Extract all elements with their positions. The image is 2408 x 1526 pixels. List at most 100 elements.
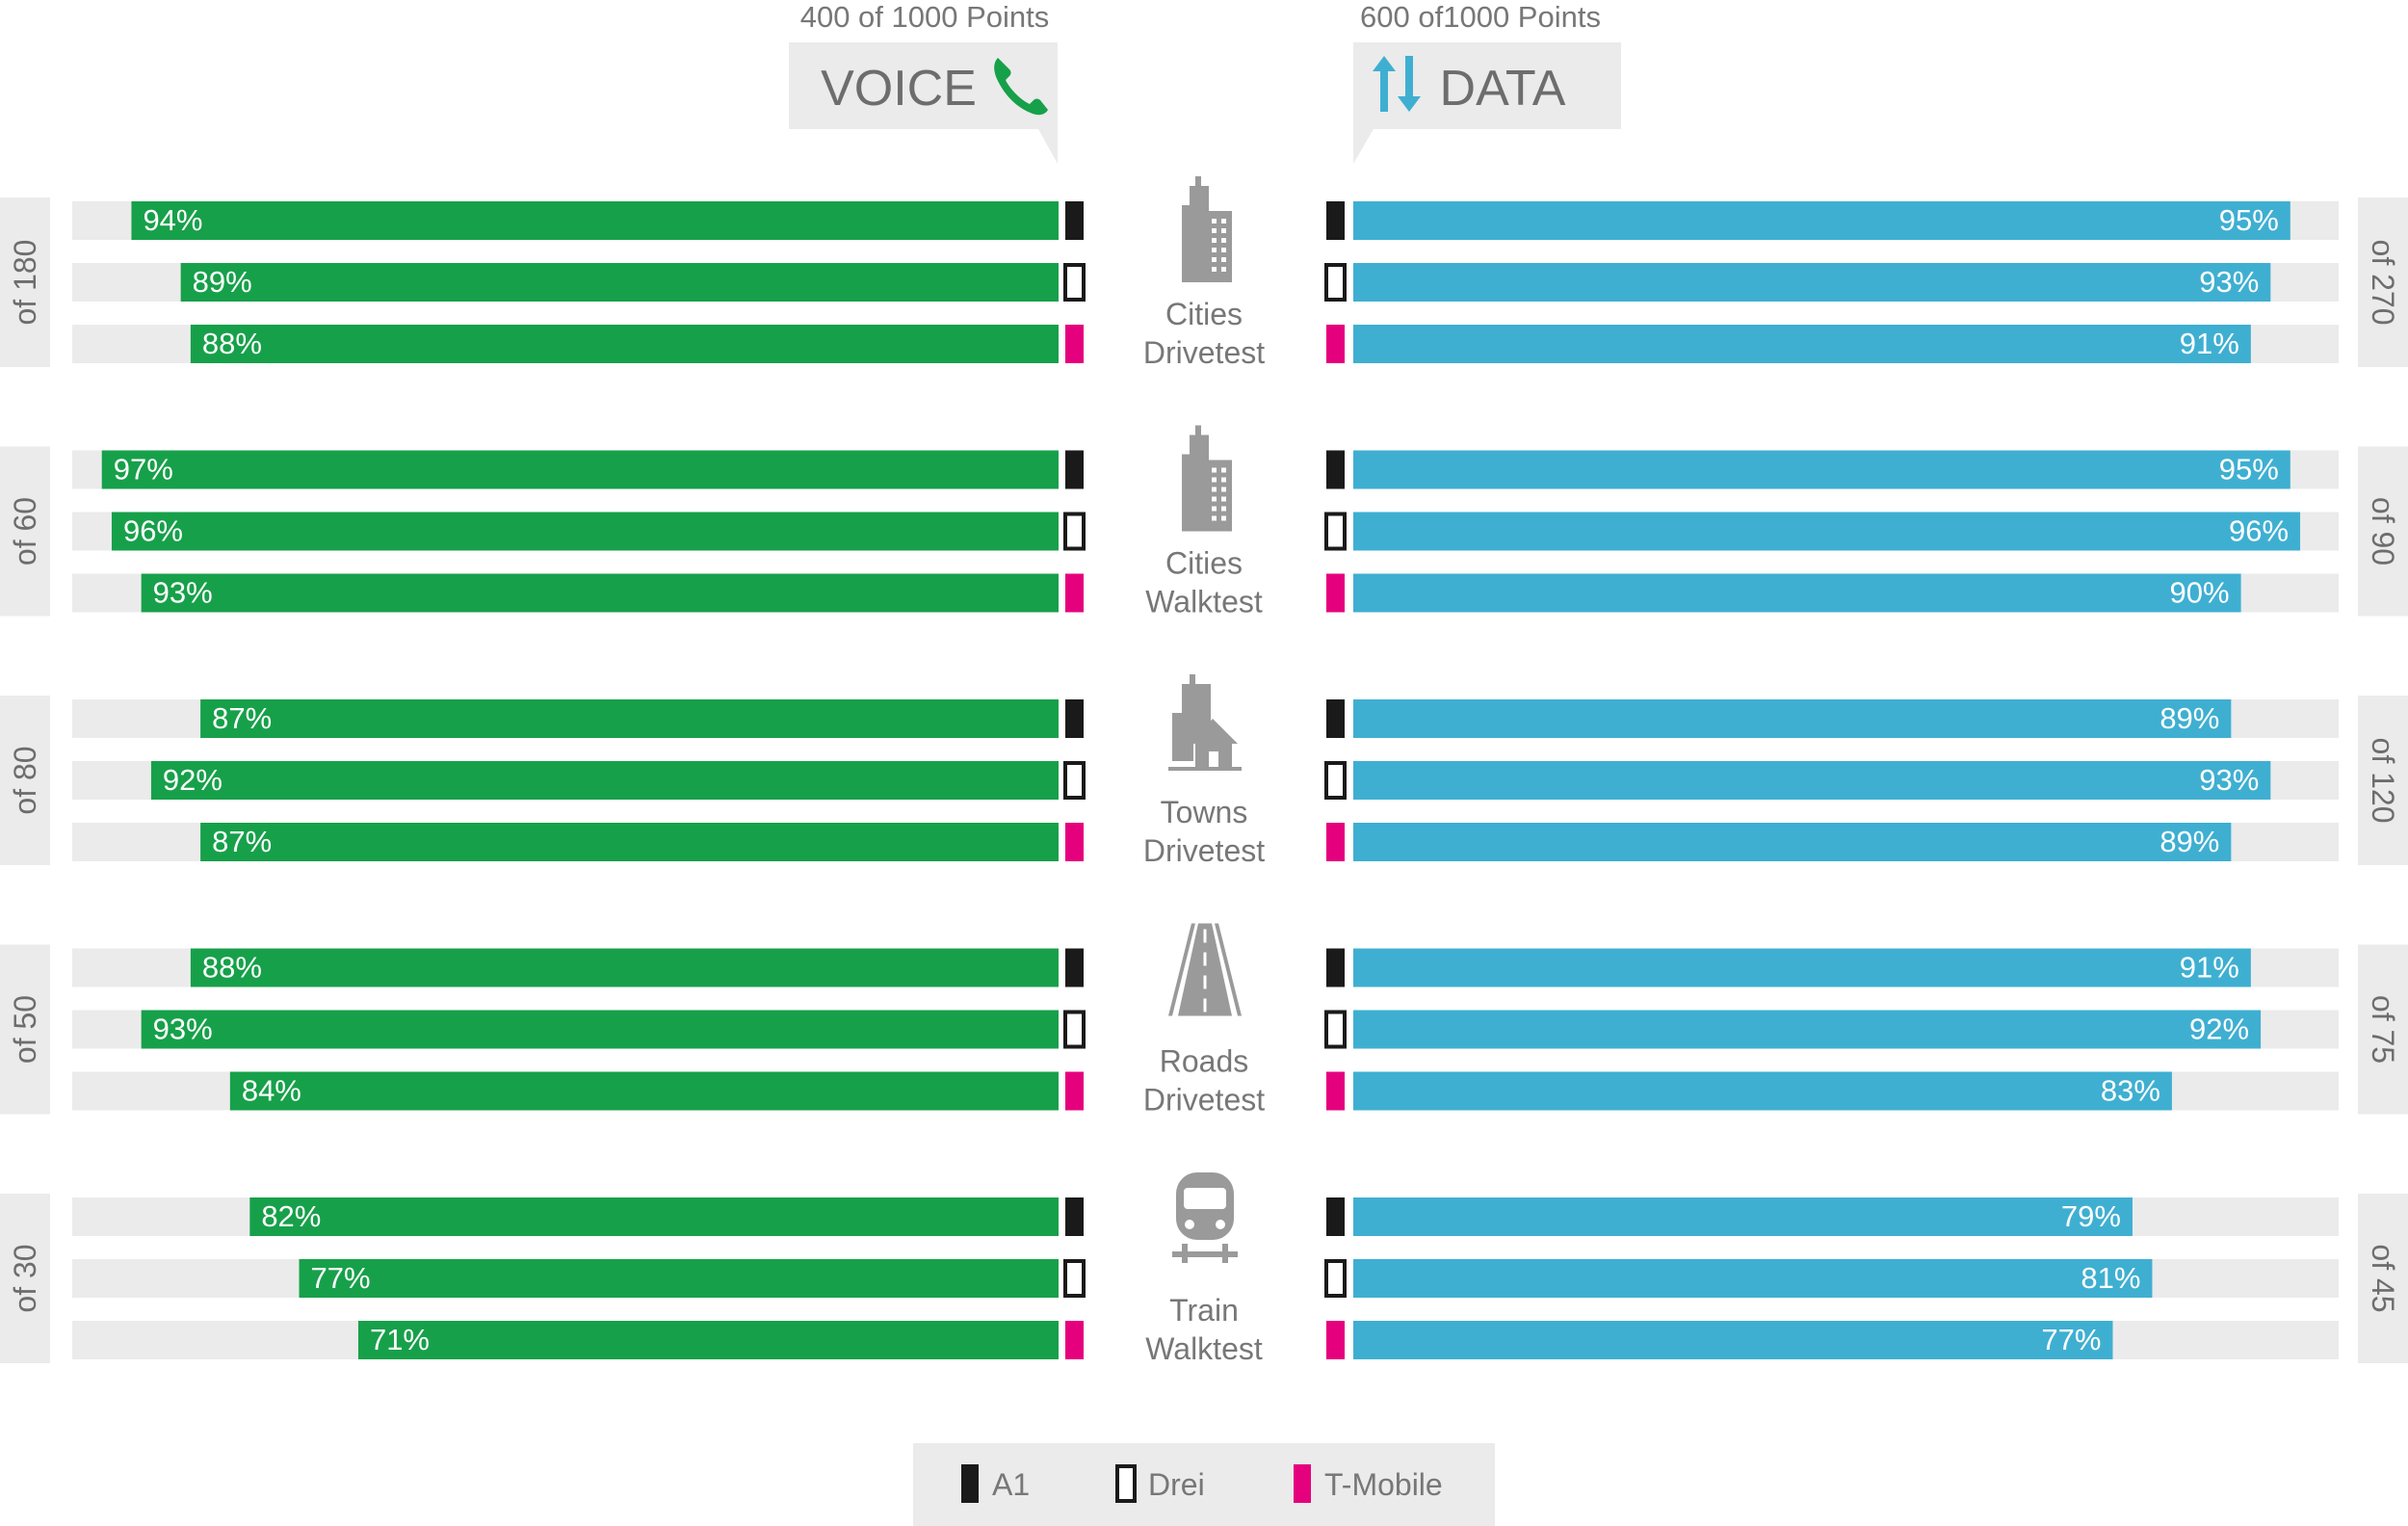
- operator-marker-tmobile: [1065, 325, 1084, 363]
- rail-tie: [1182, 1244, 1188, 1263]
- voice-value-label: 92%: [163, 763, 222, 797]
- voice-title: VOICE: [821, 61, 977, 117]
- operator-marker-a1: [1065, 948, 1084, 987]
- category-label-line1: Roads: [1160, 1044, 1249, 1079]
- road-dash: [1203, 929, 1207, 943]
- voice-value-label: 89%: [193, 265, 252, 299]
- window: [1221, 238, 1226, 243]
- voice-value-label: 93%: [153, 1013, 213, 1046]
- data-max-label: of 270: [2366, 240, 2400, 326]
- category-label-line2: Drivetest: [1143, 335, 1265, 370]
- voice-max-box: [0, 1194, 50, 1363]
- window: [1212, 248, 1217, 252]
- house-roof: [1190, 719, 1238, 744]
- data-max-label: of 75: [2366, 995, 2400, 1064]
- voice-value-label: 77%: [311, 1261, 371, 1295]
- building-left: [1182, 205, 1207, 282]
- data-max-box: [2358, 696, 2408, 865]
- road-edge-right: [1212, 923, 1238, 1016]
- building-right: [1207, 211, 1232, 282]
- rail-tie: [1222, 1244, 1228, 1263]
- operator-marker-drei: [1063, 263, 1086, 302]
- category-label-line2: Walktest: [1145, 585, 1263, 619]
- category-group: of 180 of 270 Cities Drivetest 94% 95% 89% 93% 8…: [0, 176, 2408, 370]
- voice-value-label: 71%: [370, 1323, 430, 1356]
- data-bar-a1: [1353, 1197, 2133, 1236]
- voice-max-box: [0, 197, 50, 367]
- legend-swatch-a1: [961, 1464, 979, 1503]
- data-max-box: [2358, 446, 2408, 617]
- data-value-label: 89%: [2159, 701, 2219, 735]
- category-label-line2: Drivetest: [1143, 833, 1265, 868]
- data-value-label: 81%: [2081, 1261, 2140, 1295]
- voice-bar-tmobile: [229, 1071, 1060, 1111]
- window: [1221, 267, 1226, 272]
- operator-marker-a1: [1326, 948, 1345, 987]
- legend-swatch-tmobile: [1294, 1464, 1311, 1503]
- operator-marker-a1: [1326, 201, 1345, 240]
- voice-value-label: 88%: [202, 951, 262, 985]
- category-label-line1: Cities: [1165, 546, 1243, 581]
- operator-marker-drei: [1324, 263, 1347, 302]
- voice-max-label: of 80: [8, 746, 42, 814]
- data-title: DATA: [1440, 61, 1566, 117]
- window: [1212, 506, 1217, 512]
- operator-marker-a1: [1326, 699, 1345, 738]
- up-down-arrows-icon: [1373, 56, 1421, 112]
- voice-max-box: [0, 696, 50, 865]
- data-value-label: 95%: [2219, 203, 2279, 237]
- window: [1212, 257, 1217, 262]
- voice-bar-tmobile: [190, 325, 1059, 363]
- window: [1221, 506, 1226, 512]
- data-max-box: [2358, 197, 2408, 367]
- voice-max-label: of 50: [8, 995, 42, 1064]
- data-bar-a1: [1353, 450, 2290, 489]
- category-label-line1: Cities: [1165, 297, 1243, 331]
- operator-marker-drei: [1063, 512, 1086, 551]
- voice-bar-tmobile: [200, 823, 1059, 861]
- train-icon: [1172, 1172, 1238, 1263]
- data-value-label: 96%: [2229, 514, 2289, 548]
- data-value-label: 92%: [2189, 1013, 2249, 1046]
- voice-bar-drei: [180, 263, 1059, 302]
- category-label-line1: Train: [1169, 1293, 1239, 1328]
- data-bar-drei: [1353, 512, 2301, 551]
- voice-bar-a1: [190, 948, 1059, 987]
- data-bar-drei: [1353, 1259, 2153, 1298]
- window: [1212, 496, 1217, 502]
- voice-title-box: [789, 42, 1058, 164]
- category-label-line2: Drivetest: [1143, 1083, 1265, 1118]
- data-max-box: [2358, 1194, 2408, 1363]
- antenna: [1195, 176, 1201, 190]
- data-bar-a1: [1353, 201, 2290, 240]
- voice-bar-a1: [249, 1197, 1059, 1236]
- window: [1221, 228, 1226, 233]
- operator-marker-drei: [1063, 761, 1086, 800]
- operator-marker-tmobile: [1065, 573, 1084, 613]
- data-points-label: 600 of1000 Points: [1360, 0, 1601, 34]
- window: [1212, 219, 1217, 224]
- data-value-label: 95%: [2219, 453, 2279, 487]
- town-houses-icon: [1168, 674, 1242, 771]
- voice-max-box: [0, 446, 50, 617]
- data-value-label: 79%: [2061, 1199, 2121, 1233]
- data-max-box: [2358, 944, 2408, 1115]
- voice-max-box: [0, 944, 50, 1115]
- voice-bar-drei: [111, 512, 1059, 551]
- voice-max-label: of 180: [8, 240, 42, 326]
- data-value-label: 91%: [2180, 327, 2239, 360]
- operator-marker-tmobile: [1065, 823, 1084, 861]
- operator-marker-tmobile: [1326, 325, 1345, 363]
- data-value-label: 91%: [2180, 951, 2239, 985]
- voice-value-label: 93%: [153, 576, 213, 610]
- window: [1221, 487, 1226, 492]
- category-group: of 80 of 120 Towns Drivetest 87% 89% 92% 93% 87%…: [0, 674, 2408, 868]
- voice-bar-tmobile: [141, 573, 1059, 613]
- data-value-label: 93%: [2199, 763, 2259, 797]
- voice-value-label: 82%: [261, 1199, 321, 1233]
- window: [1221, 257, 1226, 262]
- train-light-right: [1216, 1220, 1225, 1229]
- road-icon: [1168, 923, 1242, 1016]
- road-edge-left: [1172, 923, 1198, 1016]
- operator-marker-drei: [1324, 1259, 1347, 1298]
